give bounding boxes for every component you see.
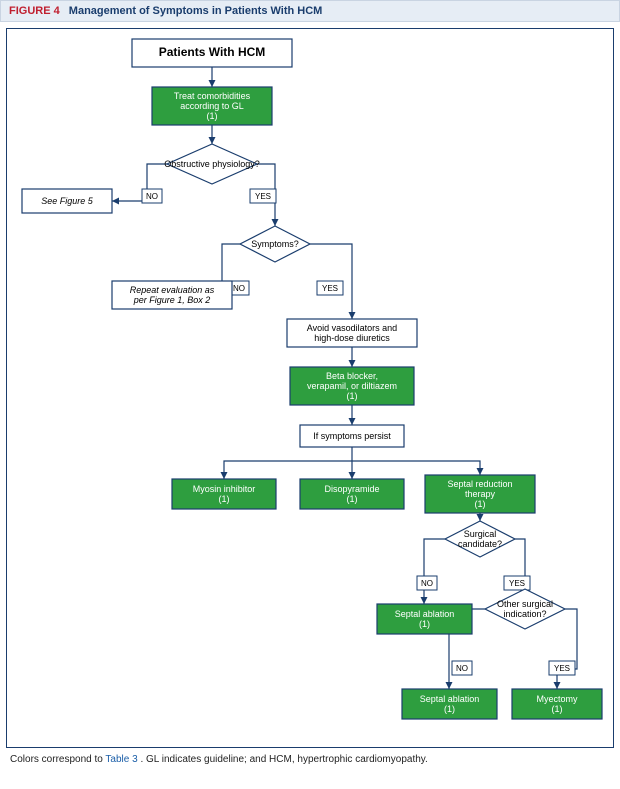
svg-text:according to GL: according to GL: [180, 101, 244, 111]
node-n_other: Other surgicalindication?: [485, 589, 565, 629]
svg-text:candidate?: candidate?: [458, 539, 502, 549]
node-n_treat: Treat comorbiditiesaccording to GL(1): [152, 87, 272, 125]
node-n_avoid: Avoid vasodilators andhigh-dose diuretic…: [287, 319, 417, 347]
figure-header: FIGURE 4 Management of Symptoms in Patie…: [0, 0, 620, 22]
svg-text:YES: YES: [554, 664, 570, 673]
figure-label: FIGURE 4: [9, 5, 60, 17]
svg-text:Repeat evaluation as: Repeat evaluation as: [130, 285, 215, 295]
svg-text:high-dose diuretics: high-dose diuretics: [314, 333, 390, 343]
svg-text:YES: YES: [255, 192, 271, 201]
svg-text:Myectomy: Myectomy: [536, 694, 578, 704]
svg-text:per Figure 1, Box 2: per Figure 1, Box 2: [133, 295, 211, 305]
svg-text:See Figure 5: See Figure 5: [41, 196, 94, 206]
svg-text:(1): (1): [444, 704, 455, 714]
node-n_bb: Beta blocker,verapamil, or diltiazem(1): [290, 367, 414, 405]
svg-text:Septal ablation: Septal ablation: [395, 609, 455, 619]
svg-text:(1): (1): [347, 494, 358, 504]
svg-text:Myosin inhibitor: Myosin inhibitor: [193, 484, 256, 494]
svg-text:(1): (1): [552, 704, 563, 714]
svg-text:(1): (1): [347, 391, 358, 401]
figure-title: Management of Symptoms in Patients With …: [69, 5, 323, 17]
node-n_sym: Symptoms?: [240, 226, 310, 262]
node-n_myosin: Myosin inhibitor(1): [172, 479, 276, 509]
svg-text:Disopyramide: Disopyramide: [324, 484, 379, 494]
svg-text:therapy: therapy: [465, 489, 496, 499]
node-n_title: Patients With HCM: [132, 39, 292, 67]
svg-text:Septal ablation: Septal ablation: [420, 694, 480, 704]
svg-text:(1): (1): [207, 111, 218, 121]
svg-text:verapamil, or diltiazem: verapamil, or diltiazem: [307, 381, 397, 391]
svg-text:(1): (1): [219, 494, 230, 504]
node-n_abl1: Septal ablation(1): [377, 604, 472, 634]
svg-text:Other surgical: Other surgical: [497, 599, 553, 609]
figure-caption: Colors correspond to Table 3 . GL indica…: [10, 754, 610, 765]
node-n_septal: Septal reductiontherapy(1): [425, 475, 535, 513]
svg-text:Avoid vasodilators and: Avoid vasodilators and: [307, 323, 397, 333]
node-n_myect: Myectomy(1): [512, 689, 602, 719]
node-n_repeat: Repeat evaluation asper Figure 1, Box 2: [112, 281, 232, 309]
caption-suffix: . GL indicates guideline; and HCM, hyper…: [140, 754, 427, 765]
svg-text:YES: YES: [322, 284, 338, 293]
svg-text:If symptoms persist: If symptoms persist: [313, 431, 391, 441]
svg-text:Obstructive physiology?: Obstructive physiology?: [164, 159, 260, 169]
node-n_diso: Disopyramide(1): [300, 479, 404, 509]
svg-text:(1): (1): [419, 619, 430, 629]
svg-text:NO: NO: [233, 284, 245, 293]
svg-text:YES: YES: [509, 579, 525, 588]
node-n_cand: Surgicalcandidate?: [445, 521, 515, 557]
svg-text:NO: NO: [421, 579, 433, 588]
caption-table-link[interactable]: Table 3: [105, 754, 137, 765]
svg-text:Symptoms?: Symptoms?: [251, 239, 299, 249]
page: FIGURE 4 Management of Symptoms in Patie…: [0, 0, 620, 789]
flowchart-frame: NO YES NO YES NO YES NO YES Patients With HCM Tre…: [6, 28, 614, 748]
node-n_abl2: Septal ablation(1): [402, 689, 497, 719]
svg-text:NO: NO: [146, 192, 158, 201]
svg-text:NO: NO: [456, 664, 468, 673]
node-n_obs: Obstructive physiology?: [164, 144, 260, 184]
svg-text:Surgical: Surgical: [464, 529, 497, 539]
node-n_see5: See Figure 5: [22, 189, 112, 213]
flowchart-svg: NO YES NO YES NO YES NO YES Patients With HCM Tre…: [7, 29, 611, 747]
svg-text:Patients With HCM: Patients With HCM: [159, 45, 266, 59]
svg-text:Beta blocker,: Beta blocker,: [326, 371, 378, 381]
svg-text:Septal reduction: Septal reduction: [447, 479, 512, 489]
node-n_persist: If symptoms persist: [300, 425, 404, 447]
svg-text:Treat comorbidities: Treat comorbidities: [174, 91, 251, 101]
svg-text:(1): (1): [475, 499, 486, 509]
svg-text:indication?: indication?: [503, 609, 546, 619]
caption-prefix: Colors correspond to: [10, 754, 105, 765]
